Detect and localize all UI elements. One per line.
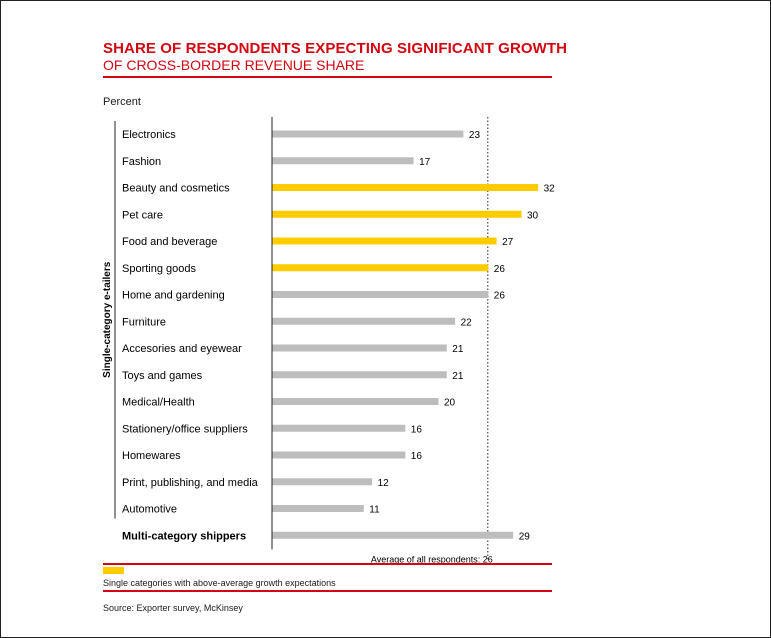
- bar: [272, 184, 539, 191]
- bar: [272, 478, 373, 486]
- bar: [272, 157, 414, 165]
- category-label: Beauty and cosmetics: [122, 183, 230, 195]
- bar: [272, 210, 522, 218]
- unit-label: Percent: [103, 96, 141, 108]
- value-label: 17: [419, 157, 431, 168]
- value-label: 21: [452, 371, 464, 382]
- value-label: 26: [494, 264, 506, 275]
- value-label: 20: [444, 398, 456, 409]
- value-label: 21: [452, 344, 464, 355]
- category-label: Multi-category shippers: [122, 530, 246, 542]
- category-label: Accesories and eyewear: [122, 343, 242, 355]
- value-label: 30: [527, 210, 539, 221]
- value-label: 16: [411, 424, 423, 435]
- bar: [272, 291, 489, 298]
- bar: [272, 317, 456, 325]
- bar: [272, 237, 497, 245]
- bar: [272, 398, 439, 405]
- title-divider: [103, 76, 552, 78]
- value-label: 12: [378, 478, 390, 489]
- value-label: 29: [519, 531, 531, 542]
- category-label: Food and beverage: [122, 236, 217, 248]
- category-label: Medical/Health: [122, 397, 195, 409]
- bar: [272, 424, 406, 432]
- group-label: Single-category e-tailers: [102, 261, 113, 378]
- category-label: Homewares: [122, 450, 181, 462]
- source-note: Source: Exporter survey, McKinsey: [103, 603, 243, 613]
- bar: [272, 371, 447, 379]
- category-label: Stationery/office suppliers: [122, 423, 248, 435]
- value-label: 16: [411, 451, 423, 462]
- value-label: 23: [469, 130, 481, 141]
- category-label: Automotive: [122, 504, 177, 516]
- bars-layer: Single-category e-tailers Average of all …: [102, 117, 555, 564]
- category-label: Pet care: [122, 209, 163, 221]
- value-label: 22: [461, 317, 473, 328]
- category-label: Home and gardening: [122, 290, 225, 302]
- legend-divider-top: [103, 563, 552, 565]
- category-label: Fashion: [122, 156, 161, 168]
- category-label: Toys and games: [122, 370, 203, 382]
- bar: [272, 264, 489, 272]
- value-label: 11: [369, 505, 380, 516]
- bar: [272, 451, 406, 459]
- chart-subtitle: OF CROSS-BORDER REVENUE SHARE: [103, 57, 365, 73]
- category-label: Print, publishing, and media: [122, 477, 259, 489]
- average-label: Average of all respondents: 26: [371, 554, 493, 564]
- category-label: Electronics: [122, 129, 176, 141]
- legend-text: Single categories with above-average gro…: [103, 578, 336, 588]
- value-label: 26: [494, 291, 506, 302]
- value-label: 27: [502, 237, 514, 248]
- bar: [272, 505, 364, 512]
- value-label: 32: [544, 184, 556, 195]
- category-label: Furniture: [122, 316, 166, 328]
- category-label: Sporting goods: [122, 263, 196, 275]
- legend-divider-bottom: [103, 590, 552, 592]
- legend-swatch-highlight: [103, 567, 124, 574]
- bar: [272, 130, 464, 138]
- bar: [272, 344, 447, 352]
- bar: [272, 531, 514, 539]
- chart-title: SHARE OF RESPONDENTS EXPECTING SIGNIFICA…: [103, 40, 568, 57]
